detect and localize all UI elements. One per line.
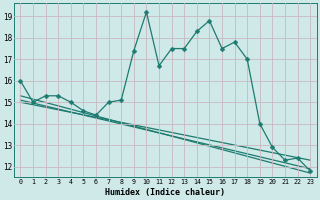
X-axis label: Humidex (Indice chaleur): Humidex (Indice chaleur) <box>105 188 225 197</box>
